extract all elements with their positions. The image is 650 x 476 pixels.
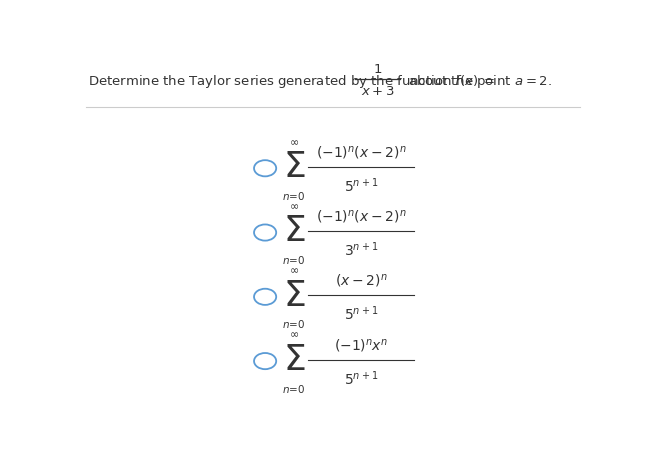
- Text: $\infty$: $\infty$: [289, 137, 299, 147]
- Text: $3^{n+1}$: $3^{n+1}$: [344, 240, 378, 258]
- Text: $\Sigma$: $\Sigma$: [283, 214, 305, 248]
- Text: $n\!=\!0$: $n\!=\!0$: [282, 382, 306, 394]
- Text: $(-1)^{n}(x - 2)^{n}$: $(-1)^{n}(x - 2)^{n}$: [315, 144, 406, 160]
- Text: $\Sigma$: $\Sigma$: [283, 150, 305, 184]
- Text: $(-1)^{n}(x - 2)^{n}$: $(-1)^{n}(x - 2)^{n}$: [315, 208, 406, 225]
- Text: $\Sigma$: $\Sigma$: [283, 342, 305, 376]
- Text: $n\!=\!0$: $n\!=\!0$: [282, 317, 306, 329]
- Text: about the point $a = 2.$: about the point $a = 2.$: [408, 72, 552, 89]
- Text: $1$: $1$: [373, 63, 382, 76]
- Text: $(-1)^{n}x^{n}$: $(-1)^{n}x^{n}$: [333, 336, 388, 353]
- Text: $\infty$: $\infty$: [289, 329, 299, 339]
- Text: $5^{n+1}$: $5^{n+1}$: [344, 304, 378, 323]
- Text: $5^{n+1}$: $5^{n+1}$: [344, 368, 378, 387]
- Text: $\Sigma$: $\Sigma$: [283, 278, 305, 312]
- Text: $x + 3$: $x + 3$: [361, 84, 395, 97]
- Text: $(x - 2)^{n}$: $(x - 2)^{n}$: [335, 272, 387, 289]
- Text: $5^{n+1}$: $5^{n+1}$: [344, 176, 378, 194]
- Text: $\infty$: $\infty$: [289, 200, 299, 210]
- Text: $\infty$: $\infty$: [289, 265, 299, 275]
- Text: Determine the Taylor series generated by the function $f(x)\;=$: Determine the Taylor series generated by…: [88, 72, 495, 89]
- Text: $n\!=\!0$: $n\!=\!0$: [282, 253, 306, 266]
- Text: $n\!=\!0$: $n\!=\!0$: [282, 189, 306, 201]
